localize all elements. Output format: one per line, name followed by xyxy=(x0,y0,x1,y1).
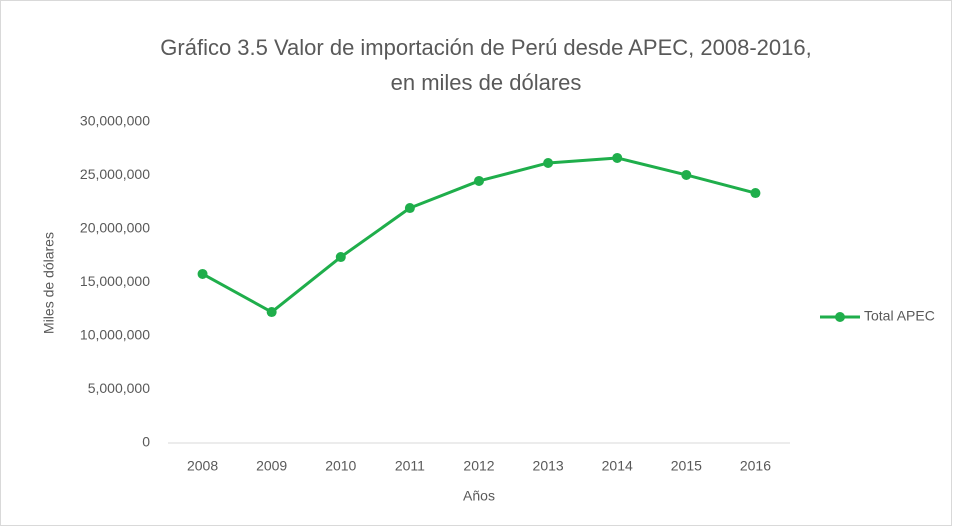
y-tick-label: 15,000,000 xyxy=(80,273,150,289)
legend-marker xyxy=(835,312,845,322)
x-tick-label: 2013 xyxy=(533,458,564,474)
point xyxy=(197,268,208,279)
x-tick-label: 2012 xyxy=(463,458,494,474)
y-tick-label: 0 xyxy=(142,434,150,450)
x-tick-label: 2009 xyxy=(256,458,287,474)
x-tick-label: 2016 xyxy=(740,458,771,474)
point xyxy=(543,157,554,168)
y-tick-label: 25,000,000 xyxy=(80,166,150,182)
x-tick-label: 2008 xyxy=(187,458,218,474)
x-tick-label: 2015 xyxy=(671,458,702,474)
point xyxy=(474,175,484,186)
y-axis-label: Miles de dólares xyxy=(41,232,57,334)
chart-title: Gráfico 3.5 Valor de importación de Perú… xyxy=(160,35,811,60)
point xyxy=(335,252,346,263)
y-tick-label: 30,000,000 xyxy=(80,113,150,129)
point xyxy=(404,203,415,214)
chart-title: en miles de dólares xyxy=(391,70,582,95)
point xyxy=(681,169,692,180)
point xyxy=(612,152,623,163)
x-tick-label: 2010 xyxy=(325,458,356,474)
y-tick-label: 10,000,000 xyxy=(80,327,150,343)
y-tick-label: 5,000,000 xyxy=(88,380,150,396)
x-tick-label: 2011 xyxy=(395,458,425,474)
point xyxy=(750,188,761,199)
y-tick-label: 20,000,000 xyxy=(80,220,150,236)
point xyxy=(266,307,277,318)
x-axis-label: Años xyxy=(463,488,495,504)
x-tick-label: 2014 xyxy=(602,458,633,474)
legend-label: Total APEC xyxy=(864,308,935,324)
